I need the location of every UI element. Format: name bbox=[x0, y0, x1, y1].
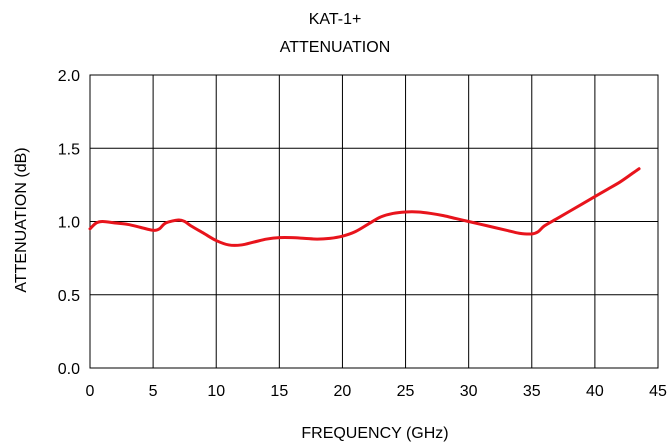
x-axis-label: FREQUENCY (GHz) bbox=[301, 425, 448, 442]
y-tick-label: 0.0 bbox=[58, 361, 80, 378]
y-tick-label: 1.0 bbox=[58, 215, 80, 232]
x-tick-label: 35 bbox=[523, 383, 541, 400]
x-tick-label: 20 bbox=[334, 383, 352, 400]
x-tick-label: 40 bbox=[586, 383, 604, 400]
y-tick-label: 2.0 bbox=[58, 68, 80, 85]
x-tick-label: 45 bbox=[649, 383, 667, 400]
x-tick-label: 25 bbox=[397, 383, 415, 400]
x-tick-label: 10 bbox=[207, 383, 225, 400]
series-group bbox=[88, 167, 641, 247]
chart-title: KAT-1+ bbox=[309, 11, 362, 28]
x-tick-label: 30 bbox=[460, 383, 478, 400]
y-tick-label: 1.5 bbox=[58, 141, 80, 158]
attenuation-series-line bbox=[88, 167, 641, 247]
y-tick-labels: 0.0 0.5 1.0 1.5 2.0 bbox=[58, 68, 80, 378]
x-tick-label: 0 bbox=[86, 383, 95, 400]
chart-subtitle: ATTENUATION bbox=[280, 39, 391, 56]
x-tick-label: 15 bbox=[270, 383, 288, 400]
x-tick-labels: 0 5 10 15 20 25 30 35 40 45 bbox=[86, 383, 667, 400]
x-tick-label: 5 bbox=[149, 383, 158, 400]
y-tick-label: 0.5 bbox=[58, 288, 80, 305]
y-axis-label: ATTENUATION (dB) bbox=[13, 147, 30, 292]
plot-area-border bbox=[89, 74, 659, 369]
